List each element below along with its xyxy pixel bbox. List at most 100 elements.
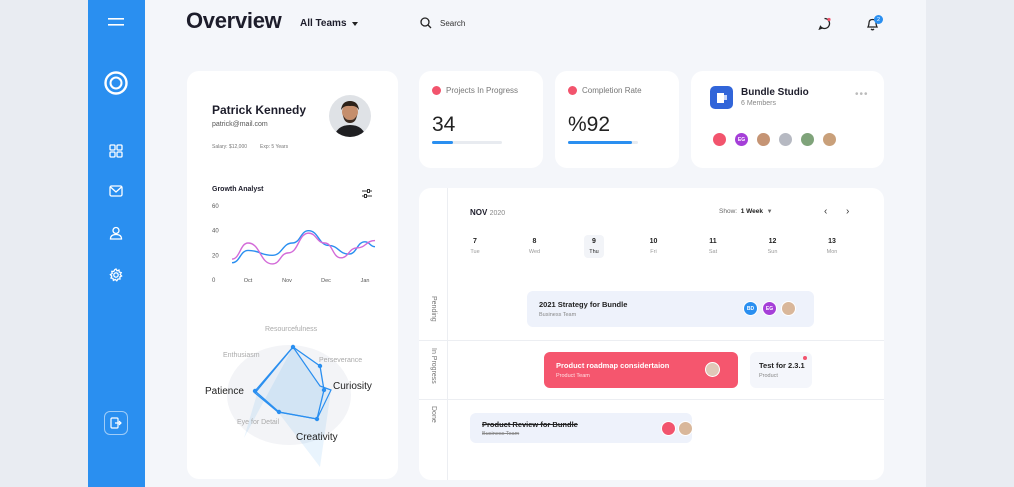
dashboard-icon[interactable] (104, 139, 128, 163)
day-13[interactable]: 13 Mon (822, 238, 842, 255)
assignee-avatar-2 (678, 421, 693, 436)
sidebar (88, 0, 145, 487)
y-tick-label: 40 (212, 229, 219, 235)
day-weekday: Fri (650, 249, 657, 255)
day-number: 7 (473, 238, 477, 245)
calendar-divider (447, 188, 448, 480)
team-name: Bundle Studio (741, 87, 809, 98)
member-avatar-2: EG (734, 132, 749, 147)
skill-curiosity: Curiosity (333, 381, 372, 392)
progress-fill-projects (432, 141, 453, 144)
target-icon (568, 86, 577, 95)
x-tick-label: Dec (321, 278, 331, 284)
app-frame: Overview All Teams Search 2 Patrick Kenn… (88, 0, 926, 487)
search-label: Search (440, 18, 466, 28)
day-12[interactable]: 12 Sun (763, 238, 783, 255)
day-number: 12 (768, 238, 777, 245)
week-selector[interactable]: Show: 1 Week ▼ (719, 208, 773, 215)
series-line-1 (231, 229, 376, 264)
profile-salary: Salary: $12,000 (212, 144, 248, 150)
member-avatar-4 (778, 132, 793, 147)
skill-perseverance: Perseverance (319, 357, 363, 364)
skill-patience: Patience (205, 386, 244, 397)
teams-dropdown[interactable]: All Teams (300, 18, 358, 29)
skill-resourcefulness: Resourcefulness (265, 326, 318, 333)
skill-eye-for-detail: Eye for Detail (237, 419, 280, 426)
skill-enthusiasm: Enthusiasm (223, 352, 260, 359)
bell-icon[interactable] (866, 17, 879, 36)
skills-radar (227, 344, 351, 467)
assignee-avatar-1 (661, 421, 676, 436)
row-divider-1 (419, 340, 884, 341)
task-card-roadmap[interactable]: Product roadmap considertaion Product Te… (544, 352, 738, 388)
search-bar[interactable]: Search (420, 17, 465, 29)
stat-label-projects: Projects In Progress (432, 86, 518, 95)
row-label-done: Done (430, 406, 437, 423)
stat-value-completion: %92 (568, 113, 611, 136)
teams-label: All Teams (300, 18, 347, 29)
team-card[interactable]: Bundle Studio 6 Members ••• EG (691, 71, 884, 168)
more-dots-icon[interactable]: ••• (855, 89, 869, 100)
chevron-down-icon (351, 21, 358, 26)
row-label-pending: Pending (430, 296, 437, 322)
day-9[interactable]: 9 Thu (584, 235, 604, 258)
day-weekday: Thu (589, 249, 599, 255)
day-number: 13 (828, 238, 836, 245)
badge-eg: EG (762, 301, 777, 316)
y-tick-label: 60 (212, 204, 219, 210)
stat-card-completion: Completion Rate %92 (555, 71, 679, 168)
row-divider-2 (419, 399, 884, 400)
day-weekday: Wed (528, 249, 541, 255)
member-avatar-1 (712, 132, 727, 147)
stat-card-projects: Projects In Progress 34 (419, 71, 543, 168)
y-tick-label: 20 (212, 253, 219, 259)
member-avatar-6 (822, 132, 837, 147)
calendar-card: NOV 2020 Show: 1 Week ▼ ‹ › 7 Tue 8 Wed 9 Thu… (419, 188, 884, 480)
progress-track-completion (568, 141, 638, 144)
badge-bd: BD (743, 301, 758, 316)
user-icon[interactable] (104, 221, 128, 245)
main-content: Overview All Teams Search 2 Patrick Kenn… (145, 0, 926, 487)
alert-dot (803, 356, 807, 360)
x-tick-label: Nov (282, 278, 292, 284)
logo-icon (103, 70, 129, 96)
day-7[interactable]: 7 Tue (465, 238, 485, 255)
member-avatar-5 (800, 132, 815, 147)
task-card-review[interactable]: Product Review for Bundle Business Team (470, 413, 693, 443)
day-11[interactable]: 11 Sat (703, 238, 723, 255)
task-card-test[interactable]: Test for 2.3.1 Product (750, 352, 812, 388)
day-weekday: Sun (767, 249, 778, 255)
profile-name: Patrick Kennedy (212, 103, 307, 117)
day-weekday: Sat (708, 249, 718, 255)
task-card-strategy[interactable]: 2021 Strategy for Bundle Business Team B… (527, 291, 814, 327)
row-label-in-progress: In Progress (430, 348, 437, 384)
x-tick-label: Oct (244, 278, 253, 284)
avatar (329, 95, 371, 137)
page-title: Overview (186, 8, 282, 33)
chevron-down-icon: ▼ (766, 209, 773, 215)
skill-creativity: Creativity (296, 432, 338, 443)
member-avatar-3 (756, 132, 771, 147)
mail-icon[interactable] (104, 179, 128, 203)
stat-label-completion: Completion Rate (568, 86, 642, 95)
menu-icon[interactable] (104, 10, 128, 34)
profile-experience: Exp: 5 Years (260, 144, 289, 150)
prev-week-button[interactable]: ‹ (824, 206, 828, 217)
assignee-avatar (705, 362, 720, 377)
chat-icon[interactable] (818, 17, 831, 35)
day-number: 10 (649, 238, 658, 245)
day-10[interactable]: 10 Fri (644, 238, 664, 255)
day-weekday: Mon (826, 249, 838, 255)
team-members-count: 6 Members (741, 100, 777, 107)
gear-icon[interactable] (104, 263, 128, 287)
logout-icon[interactable] (104, 411, 128, 435)
day-8[interactable]: 8 Wed (525, 238, 545, 255)
y-tick-label: 0 (212, 278, 216, 284)
next-week-button[interactable]: › (846, 206, 850, 217)
day-number: 11 (709, 238, 717, 245)
x-tick-label: Jan (361, 278, 370, 284)
filter-icon[interactable] (362, 185, 372, 203)
progress-track-projects (432, 141, 502, 144)
team-logo-icon (710, 86, 733, 109)
rocket-icon (432, 86, 441, 95)
